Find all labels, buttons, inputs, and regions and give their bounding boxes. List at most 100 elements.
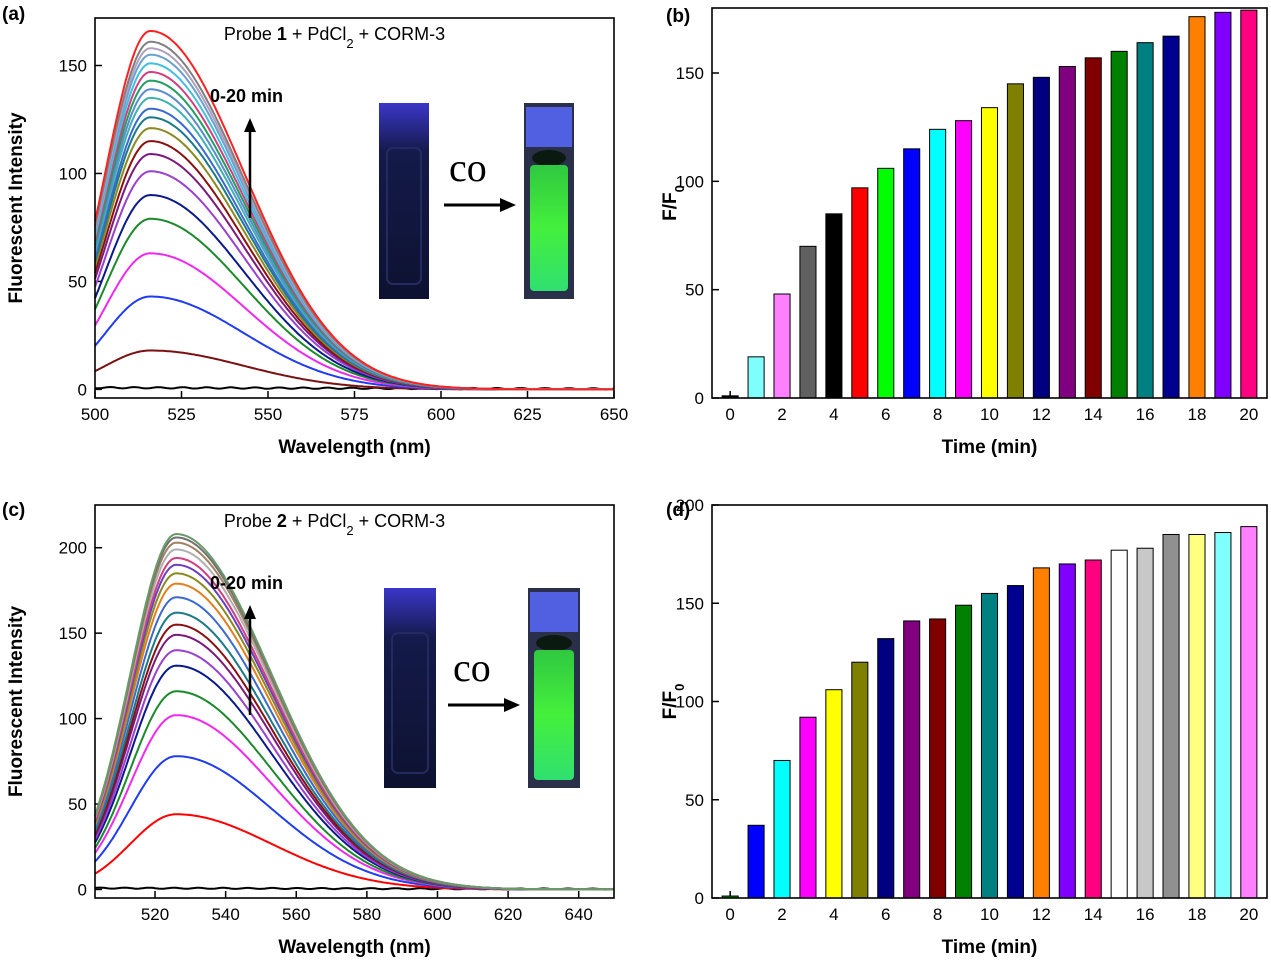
bar — [1162, 533, 1180, 899]
co-arrow-head — [504, 698, 520, 712]
y-axis-title: Fluorescent Intensity — [6, 112, 27, 304]
y-tick-label: 50 — [68, 272, 87, 291]
bar — [1240, 9, 1258, 399]
bar — [1162, 35, 1180, 399]
bar — [929, 618, 947, 899]
x-tick-label: 580 — [353, 905, 381, 924]
x-tick-label: 20 — [1239, 405, 1258, 424]
spectrum-line — [94, 30, 614, 391]
bar — [1032, 567, 1050, 899]
bar — [1214, 11, 1232, 399]
x-tick-label: 12 — [1032, 905, 1051, 924]
x-tick-label: 600 — [427, 405, 455, 424]
co-label: co — [449, 145, 487, 190]
arrow-head — [244, 118, 256, 132]
x-tick-label: 12 — [1032, 405, 1051, 424]
y-tick-label: 200 — [676, 496, 704, 515]
vial-after-cap — [530, 592, 578, 632]
bar — [747, 356, 765, 399]
panel-label: (c) — [2, 500, 25, 521]
vial-before-outline — [386, 147, 422, 285]
y-tick-label: 150 — [59, 57, 87, 76]
bar — [955, 120, 973, 399]
bar — [825, 213, 843, 399]
y-tick-label: 100 — [59, 164, 87, 183]
x-tick-label: 2 — [777, 905, 786, 924]
x-tick-label: 16 — [1136, 405, 1155, 424]
bar — [980, 592, 999, 899]
arrow-head — [244, 605, 256, 619]
chart-title: Probe 1 + PdCl2 + CORM-3 — [224, 24, 445, 51]
x-tick-label: 20 — [1239, 905, 1258, 924]
x-tick-label: 8 — [933, 905, 942, 924]
x-tick-label: 4 — [829, 405, 838, 424]
y-tick-label: 100 — [676, 172, 704, 191]
bar — [1032, 76, 1050, 399]
x-axis-title: Time (min) — [942, 937, 1038, 958]
x-tick-label: 650 — [600, 405, 628, 424]
x-tick-label: 6 — [881, 405, 890, 424]
bar — [903, 620, 921, 899]
bar — [929, 128, 947, 399]
bar — [747, 824, 765, 899]
x-tick-label: 2 — [777, 405, 786, 424]
panel-label: (a) — [2, 4, 25, 25]
bar — [1110, 549, 1128, 899]
y-tick-label: 0 — [78, 880, 87, 899]
y-tick-label: 150 — [676, 64, 704, 83]
x-axis-title: Wavelength (nm) — [278, 937, 430, 958]
vial-after-meniscus — [532, 150, 566, 166]
chart-title: Probe 2 + PdCl2 + CORM-3 — [224, 511, 445, 538]
bar — [903, 148, 921, 399]
time-annotation: 0-20 min — [210, 573, 283, 593]
x-tick-label: 14 — [1084, 905, 1103, 924]
plot-frame — [94, 504, 615, 899]
plot-frame — [711, 504, 1268, 899]
x-tick-label: 540 — [211, 905, 239, 924]
y-tick-label: 150 — [676, 594, 704, 613]
x-tick-label: 620 — [494, 905, 522, 924]
y-tick-label: 100 — [59, 710, 87, 729]
x-tick-label: 14 — [1084, 405, 1103, 424]
co-arrow-head — [500, 198, 516, 212]
y-axis-title: F/F0 — [660, 684, 687, 720]
y-axis-title: F/F0 — [660, 185, 687, 221]
panel-a: (a) 500 525 550 575 600 625 650 0 50 100 150 Wavelen… — [2, 4, 628, 458]
spectrum-line — [94, 813, 614, 891]
bar — [1188, 16, 1206, 399]
x-tick-label: 600 — [423, 905, 451, 924]
vial-after-meniscus — [536, 635, 572, 651]
bar — [1136, 547, 1154, 899]
bar — [1006, 585, 1024, 899]
x-tick-label: 4 — [829, 905, 838, 924]
bar — [773, 293, 791, 399]
x-tick-label: 16 — [1136, 905, 1155, 924]
x-axis-title: Time (min) — [942, 437, 1038, 458]
y-axis-title: Fluorescent Intensity — [6, 606, 27, 798]
vial-after-solution — [530, 165, 568, 291]
bar — [773, 759, 791, 899]
panel-label: (b) — [666, 6, 690, 27]
bar — [980, 107, 999, 399]
x-tick-label: 525 — [167, 405, 195, 424]
vial-after-cap — [526, 107, 572, 147]
bar — [1058, 66, 1076, 399]
bar — [1084, 559, 1102, 899]
bar — [955, 604, 973, 899]
time-annotation: 0-20 min — [210, 86, 283, 106]
co-label: co — [453, 645, 491, 690]
y-tick-label: 150 — [59, 624, 87, 643]
x-tick-label: 8 — [933, 405, 942, 424]
spectrum-line — [94, 532, 614, 891]
x-axis-title: Wavelength (nm) — [278, 437, 430, 458]
x-tick-label: 10 — [980, 405, 999, 424]
y-tick-label: 50 — [685, 791, 704, 810]
bar — [799, 716, 817, 899]
x-tick-label: 0 — [725, 905, 734, 924]
x-tick-label: 575 — [340, 405, 368, 424]
spectrum-line — [94, 295, 614, 391]
x-tick-label: 640 — [565, 905, 593, 924]
x-tick-label: 625 — [513, 405, 541, 424]
